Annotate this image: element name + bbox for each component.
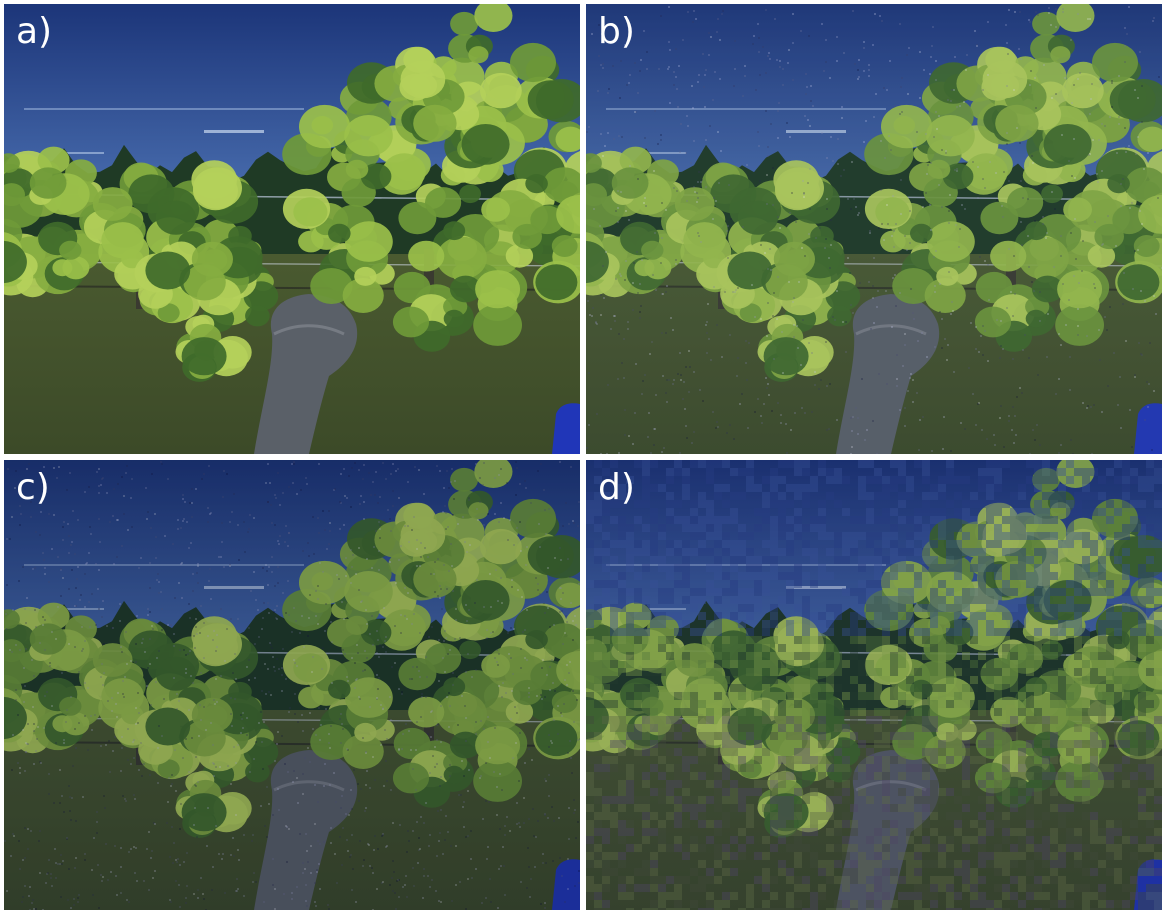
- vine-trunk: [254, 294, 358, 454]
- figure-grid: a) b) c) d): [4, 4, 1162, 910]
- panel-label: c): [16, 467, 50, 508]
- vine-trunk: [836, 294, 940, 454]
- panel-label: b): [598, 11, 635, 52]
- vineyard-image-d: [586, 460, 1162, 910]
- vineyard-image-b: [586, 4, 1162, 454]
- panel-c: c): [4, 460, 580, 910]
- panel-d: d): [586, 460, 1162, 910]
- blue-object: [552, 859, 580, 910]
- vine-trunk: [836, 750, 940, 910]
- vineyard-image-c: [4, 460, 580, 910]
- blue-object: [552, 403, 580, 454]
- vineyard-image-a: [4, 4, 580, 454]
- panel-label: d): [598, 467, 635, 508]
- blue-object: [1134, 403, 1162, 454]
- vine-trunk: [254, 750, 358, 910]
- panel-a: a): [4, 4, 580, 454]
- panel-label: a): [16, 11, 53, 52]
- panel-b: b): [586, 4, 1162, 454]
- blue-object: [1134, 859, 1162, 910]
